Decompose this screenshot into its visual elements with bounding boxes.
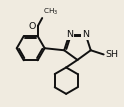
Text: N: N: [66, 30, 73, 39]
Text: O: O: [29, 22, 36, 31]
Text: CH$_3$: CH$_3$: [43, 7, 58, 17]
Text: N: N: [82, 30, 89, 39]
Text: SH: SH: [106, 50, 119, 59]
